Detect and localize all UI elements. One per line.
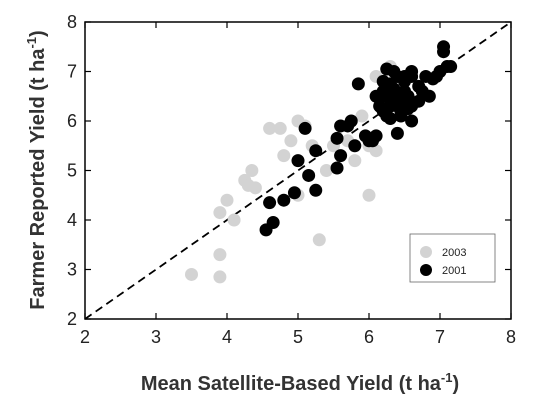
point-2003: [227, 213, 241, 227]
point-2003: [355, 109, 369, 123]
x-tick-label: 7: [435, 327, 445, 347]
point-2001: [330, 161, 344, 175]
legend: 2003 2001: [409, 233, 496, 283]
point-2001: [401, 102, 415, 116]
point-2003: [284, 134, 298, 148]
x-tick-label: 6: [364, 327, 374, 347]
point-2001: [298, 121, 312, 135]
point-2003: [362, 188, 376, 202]
point-2001: [302, 168, 316, 182]
point-2003: [319, 164, 333, 177]
y-tick-label: 8: [67, 12, 77, 32]
point-2003: [348, 154, 362, 168]
point-2003: [273, 121, 287, 135]
point-2003: [213, 270, 227, 284]
axis-ticks: 2 3 4 5 6 7 8 2 3 4 5 6 7 8: [67, 12, 516, 347]
point-2001: [444, 60, 458, 74]
point-2001: [401, 89, 415, 103]
point-2001: [405, 114, 419, 128]
point-2001: [266, 215, 280, 229]
point-2003: [248, 181, 262, 195]
point-2003: [220, 193, 234, 207]
x-tick-label: 2: [80, 327, 90, 347]
legend-label-2001: 2001: [442, 265, 466, 277]
y-tick-label: 3: [67, 260, 77, 280]
y-tick-label: 4: [67, 210, 77, 230]
legend-label-2003: 2003: [442, 247, 466, 259]
point-2001: [287, 186, 301, 200]
y-axis-title: Farmer Reported Yield (t ha-1): [24, 30, 49, 309]
point-2001: [369, 129, 383, 143]
point-2001: [437, 40, 451, 54]
y-tick-label: 7: [67, 62, 77, 82]
x-tick-label: 3: [151, 327, 161, 347]
point-2001: [291, 154, 305, 168]
point-2003: [185, 267, 198, 281]
point-2001: [405, 65, 419, 78]
point-2001: [334, 149, 348, 163]
point-2001: [277, 193, 291, 207]
point-2003: [277, 149, 291, 163]
legend-marker-2003: [420, 246, 432, 258]
point-2001: [309, 144, 323, 158]
x-tick-label: 5: [293, 327, 303, 347]
point-2001: [390, 126, 404, 140]
point-2001: [380, 62, 394, 76]
point-2003: [263, 121, 277, 135]
point-2003: [213, 206, 227, 220]
point-2001: [412, 94, 426, 108]
y-tick-label: 5: [67, 161, 77, 181]
point-2001: [422, 89, 436, 103]
x-tick-label: 8: [506, 327, 516, 347]
point-2001: [351, 77, 365, 91]
point-2001: [383, 112, 397, 126]
point-2003: [312, 233, 326, 247]
point-2001: [263, 196, 277, 210]
point-2001: [309, 183, 323, 197]
point-2001: [344, 114, 358, 128]
point-2003: [245, 164, 259, 177]
data-points: [185, 40, 458, 284]
legend-marker-2001: [420, 264, 432, 276]
point-2001: [330, 131, 344, 145]
point-2001: [387, 82, 401, 96]
y-tick-label: 2: [67, 309, 77, 329]
point-2001: [348, 139, 362, 153]
x-axis-title: Mean Satellite-Based Yield (t ha-1): [141, 370, 459, 395]
point-2003: [369, 144, 383, 158]
y-tick-label: 6: [67, 111, 77, 131]
x-tick-label: 4: [222, 327, 232, 347]
point-2003: [213, 248, 227, 262]
